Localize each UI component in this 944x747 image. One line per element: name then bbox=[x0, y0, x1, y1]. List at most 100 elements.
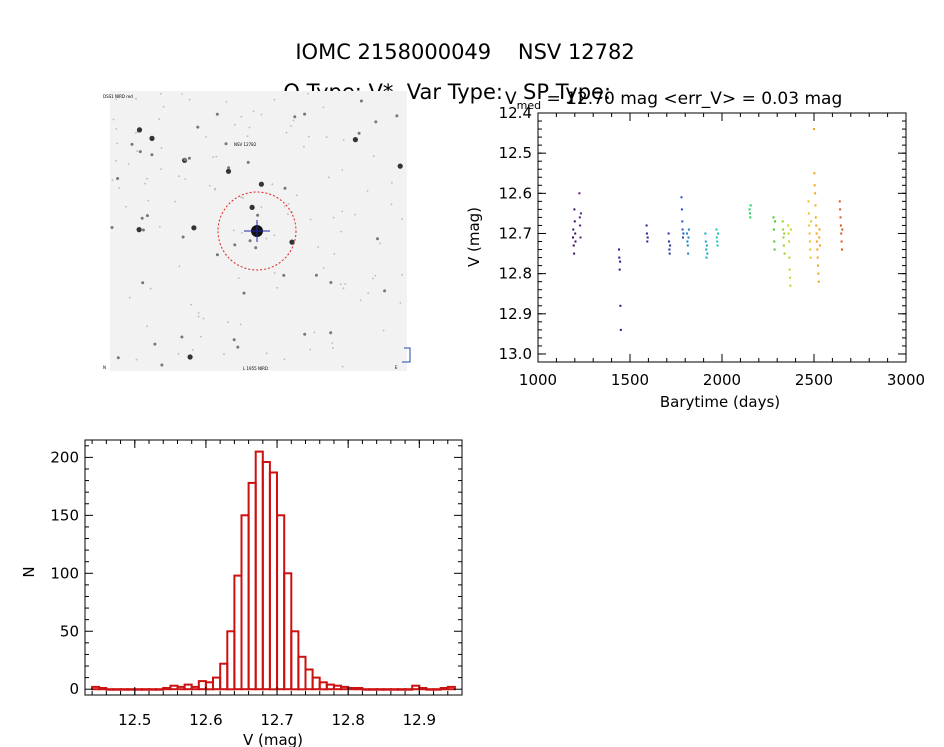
y-tick-label: 100 bbox=[50, 564, 79, 582]
y-tick-label: 12.6 bbox=[499, 184, 532, 202]
light-curve-point bbox=[706, 252, 709, 255]
star bbox=[205, 136, 207, 138]
light-curve-point bbox=[808, 224, 811, 227]
star bbox=[295, 194, 298, 197]
star bbox=[242, 291, 246, 295]
star bbox=[153, 342, 157, 346]
light-curve-ylabel: V (mag) bbox=[465, 207, 483, 267]
light-curve-point bbox=[749, 204, 752, 207]
star bbox=[313, 331, 316, 334]
histogram-bar bbox=[105, 688, 115, 691]
star bbox=[344, 283, 347, 285]
star bbox=[260, 206, 263, 209]
star bbox=[256, 213, 260, 217]
light-curve-point bbox=[686, 240, 689, 243]
star bbox=[342, 139, 345, 141]
light-curve-point bbox=[807, 200, 810, 203]
star bbox=[287, 213, 289, 216]
star bbox=[383, 289, 387, 293]
histogram-bar bbox=[247, 481, 257, 691]
light-curve-point bbox=[682, 232, 685, 235]
light-curve-point bbox=[579, 224, 582, 227]
star bbox=[208, 184, 211, 187]
histogram-bar bbox=[347, 687, 357, 691]
star bbox=[136, 150, 139, 153]
light-curve-point bbox=[680, 196, 683, 199]
histogram-bar bbox=[446, 685, 456, 691]
star bbox=[240, 196, 243, 199]
light-curve-point bbox=[717, 232, 719, 235]
star bbox=[183, 158, 187, 162]
star bbox=[283, 186, 287, 190]
light-curve-point bbox=[705, 248, 708, 251]
star bbox=[248, 126, 251, 129]
histogram-bar bbox=[404, 688, 414, 691]
star bbox=[180, 335, 184, 339]
y-tick-label: 200 bbox=[50, 448, 79, 466]
histogram-bar bbox=[162, 687, 172, 691]
image-label-target: NSV 12782 bbox=[234, 142, 257, 147]
star bbox=[160, 147, 163, 150]
light-curve-point bbox=[774, 220, 776, 223]
sp-type-label: SP Type: bbox=[523, 80, 612, 104]
light-curve-point bbox=[838, 200, 841, 203]
star bbox=[293, 115, 297, 119]
light-curve-point bbox=[789, 276, 792, 279]
star bbox=[331, 342, 334, 344]
histogram-bar bbox=[176, 685, 186, 691]
y-tick-label: 0 bbox=[69, 680, 79, 698]
histogram-bar bbox=[318, 681, 328, 691]
histogram-ylabel: N bbox=[20, 566, 38, 577]
light-curve-point bbox=[579, 212, 582, 215]
star bbox=[111, 179, 114, 182]
light-curve-point bbox=[578, 216, 581, 219]
light-curve-point bbox=[817, 264, 819, 267]
histogram-bars bbox=[91, 450, 456, 691]
image-label-bottom-right: E bbox=[395, 365, 398, 370]
star bbox=[178, 175, 180, 178]
light-curve-point bbox=[787, 232, 790, 235]
star bbox=[282, 273, 286, 277]
star bbox=[191, 225, 197, 231]
star bbox=[390, 203, 393, 206]
star bbox=[135, 358, 138, 361]
star bbox=[307, 92, 309, 95]
star bbox=[115, 159, 117, 162]
star bbox=[240, 115, 243, 118]
star bbox=[340, 230, 343, 233]
star bbox=[322, 106, 325, 109]
light-curve-point bbox=[783, 252, 786, 255]
star bbox=[149, 135, 155, 141]
light-curve-point bbox=[686, 232, 688, 235]
star bbox=[287, 203, 290, 205]
light-curve-point bbox=[839, 224, 842, 227]
star bbox=[242, 197, 245, 199]
histogram-bar bbox=[411, 684, 421, 691]
histogram-bar bbox=[290, 630, 300, 691]
light-curve-frame bbox=[537, 112, 907, 363]
star bbox=[303, 145, 305, 148]
histogram-bar bbox=[276, 514, 286, 691]
star bbox=[110, 226, 114, 229]
star bbox=[285, 131, 288, 134]
star bbox=[162, 105, 165, 108]
star bbox=[273, 98, 276, 101]
star bbox=[190, 303, 193, 306]
star bbox=[260, 113, 263, 116]
x-tick-label: 2000 bbox=[703, 371, 741, 389]
star bbox=[160, 92, 162, 95]
light-curve-point bbox=[574, 240, 577, 243]
histogram-bar bbox=[91, 685, 101, 691]
star bbox=[374, 120, 378, 124]
x-tick-label: 12.9 bbox=[403, 711, 436, 729]
star bbox=[125, 205, 127, 208]
y-tick-label: 150 bbox=[50, 506, 79, 524]
y-tick-label: 13.0 bbox=[499, 345, 532, 363]
star bbox=[258, 181, 264, 187]
light-curve-point bbox=[687, 236, 690, 239]
y-tick-label: 12.4 bbox=[499, 104, 532, 122]
star bbox=[141, 281, 145, 285]
light-curve-point bbox=[810, 220, 813, 223]
light-curve-point bbox=[789, 228, 792, 231]
star bbox=[283, 358, 286, 361]
